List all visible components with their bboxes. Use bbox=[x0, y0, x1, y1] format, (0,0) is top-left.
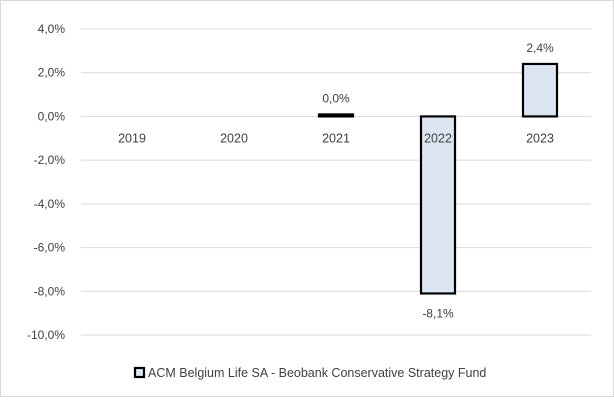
legend-swatch bbox=[133, 366, 146, 379]
legend: ACM Belgium Life SA - Beobank Conservati… bbox=[133, 366, 486, 380]
y-tick-label: 0,0% bbox=[38, 109, 66, 123]
data-label: 0,0% bbox=[322, 91, 350, 105]
y-tick-label: -4,0% bbox=[34, 197, 66, 211]
y-tick-label: -8,0% bbox=[34, 284, 66, 298]
y-tick-label: 2,0% bbox=[38, 66, 66, 80]
x-tick-label: 2020 bbox=[220, 131, 248, 145]
x-axis-tick-labels: 2019 2020 2021 2022 2023 bbox=[118, 131, 554, 145]
y-axis-tick-labels: 4,0% 2,0% 0,0% -2,0% -4,0% -6,0% -8,0% -10,0% bbox=[27, 22, 65, 342]
y-tick-label: 4,0% bbox=[38, 22, 66, 36]
bars bbox=[317, 62, 559, 295]
y-tick-label: -6,0% bbox=[34, 241, 66, 255]
x-tick-label: 2021 bbox=[322, 131, 350, 145]
gridlines bbox=[81, 28, 591, 336]
y-tick-label: -2,0% bbox=[34, 153, 66, 167]
data-label: -8,1% bbox=[422, 306, 454, 320]
bar bbox=[521, 62, 559, 118]
x-tick-label: 2023 bbox=[526, 131, 554, 145]
y-tick-label: -10,0% bbox=[27, 328, 65, 342]
x-tick-label: 2019 bbox=[118, 131, 146, 145]
bar bbox=[419, 115, 457, 295]
legend-label: ACM Belgium Life SA - Beobank Conservati… bbox=[148, 366, 486, 380]
x-tick-label: 2022 bbox=[424, 131, 452, 145]
data-labels: 0,0% -8,1% 2,4% bbox=[322, 41, 554, 321]
bar bbox=[317, 113, 355, 118]
data-label: 2,4% bbox=[526, 41, 554, 55]
